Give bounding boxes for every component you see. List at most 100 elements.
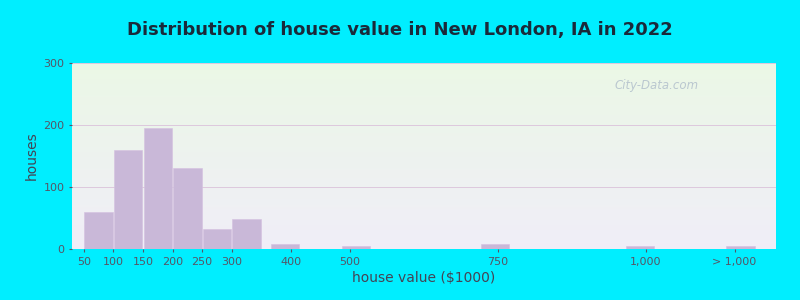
Bar	[72, 198, 776, 199]
Bar	[72, 194, 776, 195]
Bar	[72, 83, 776, 84]
Bar	[72, 96, 776, 97]
Bar	[72, 69, 776, 70]
Bar	[72, 65, 776, 66]
Bar	[72, 185, 776, 186]
Bar	[72, 182, 776, 183]
Bar	[72, 160, 776, 161]
Bar	[72, 173, 776, 174]
Bar	[72, 70, 776, 71]
Y-axis label: houses: houses	[25, 132, 39, 180]
Bar	[72, 148, 776, 149]
Bar	[72, 158, 776, 159]
Bar	[72, 156, 776, 157]
Bar	[72, 144, 776, 145]
Bar	[72, 225, 776, 226]
Bar	[72, 129, 776, 130]
Bar	[72, 135, 776, 136]
Bar	[72, 238, 776, 239]
Bar	[72, 246, 776, 247]
Bar	[202, 229, 231, 249]
Bar	[72, 216, 776, 217]
Bar	[72, 134, 776, 135]
Bar	[72, 91, 776, 92]
Bar	[72, 78, 776, 79]
Bar	[72, 115, 776, 116]
Bar	[72, 76, 776, 77]
Bar	[72, 241, 776, 242]
Bar	[72, 147, 776, 148]
Bar	[72, 183, 776, 184]
Bar	[72, 209, 776, 210]
Bar	[342, 246, 370, 249]
Bar	[72, 161, 776, 162]
Bar	[72, 152, 776, 153]
Bar	[72, 97, 776, 98]
Bar	[72, 208, 776, 209]
Bar	[72, 102, 776, 103]
Bar	[72, 151, 776, 152]
Bar	[72, 227, 776, 228]
Bar	[72, 81, 776, 82]
Bar	[72, 228, 776, 229]
Bar	[72, 193, 776, 194]
Bar	[72, 235, 776, 236]
Bar	[72, 114, 776, 115]
Bar	[72, 233, 776, 234]
Bar	[481, 244, 509, 249]
Bar	[72, 132, 776, 133]
Bar	[72, 92, 776, 93]
Bar	[72, 71, 776, 72]
Bar	[72, 202, 776, 203]
Bar	[72, 110, 776, 111]
Bar	[72, 211, 776, 212]
Bar	[72, 136, 776, 137]
Bar	[72, 178, 776, 179]
Bar	[72, 236, 776, 237]
Bar	[72, 179, 776, 180]
Bar	[72, 190, 776, 191]
Bar	[72, 130, 776, 131]
Bar	[72, 162, 776, 163]
Bar	[72, 85, 776, 86]
Bar	[72, 170, 776, 171]
Bar	[72, 153, 776, 154]
Bar	[72, 112, 776, 113]
Bar	[72, 159, 776, 160]
Bar	[72, 155, 776, 156]
Bar	[72, 243, 776, 244]
Bar	[72, 127, 776, 128]
Bar	[72, 149, 776, 150]
Bar	[72, 166, 776, 167]
Bar	[72, 192, 776, 193]
Bar	[72, 207, 776, 208]
Bar	[72, 133, 776, 134]
Bar	[72, 186, 776, 187]
Bar	[72, 89, 776, 90]
Bar	[72, 203, 776, 204]
Bar	[72, 99, 776, 100]
Bar	[72, 239, 776, 240]
Bar	[72, 86, 776, 87]
Bar	[232, 219, 261, 249]
Bar	[72, 66, 776, 67]
Bar	[72, 150, 776, 151]
Bar	[114, 150, 142, 249]
Bar	[72, 63, 776, 64]
Bar	[72, 93, 776, 94]
Bar	[72, 199, 776, 200]
Bar	[72, 106, 776, 107]
Bar	[72, 128, 776, 129]
Bar	[72, 73, 776, 74]
Bar	[72, 229, 776, 230]
Bar	[72, 98, 776, 99]
Bar	[173, 168, 202, 249]
Bar	[72, 119, 776, 120]
Bar	[72, 230, 776, 231]
Bar	[72, 126, 776, 127]
Bar	[72, 79, 776, 80]
Bar	[72, 111, 776, 112]
Bar	[72, 231, 776, 232]
Bar	[72, 141, 776, 142]
Bar	[72, 88, 776, 89]
